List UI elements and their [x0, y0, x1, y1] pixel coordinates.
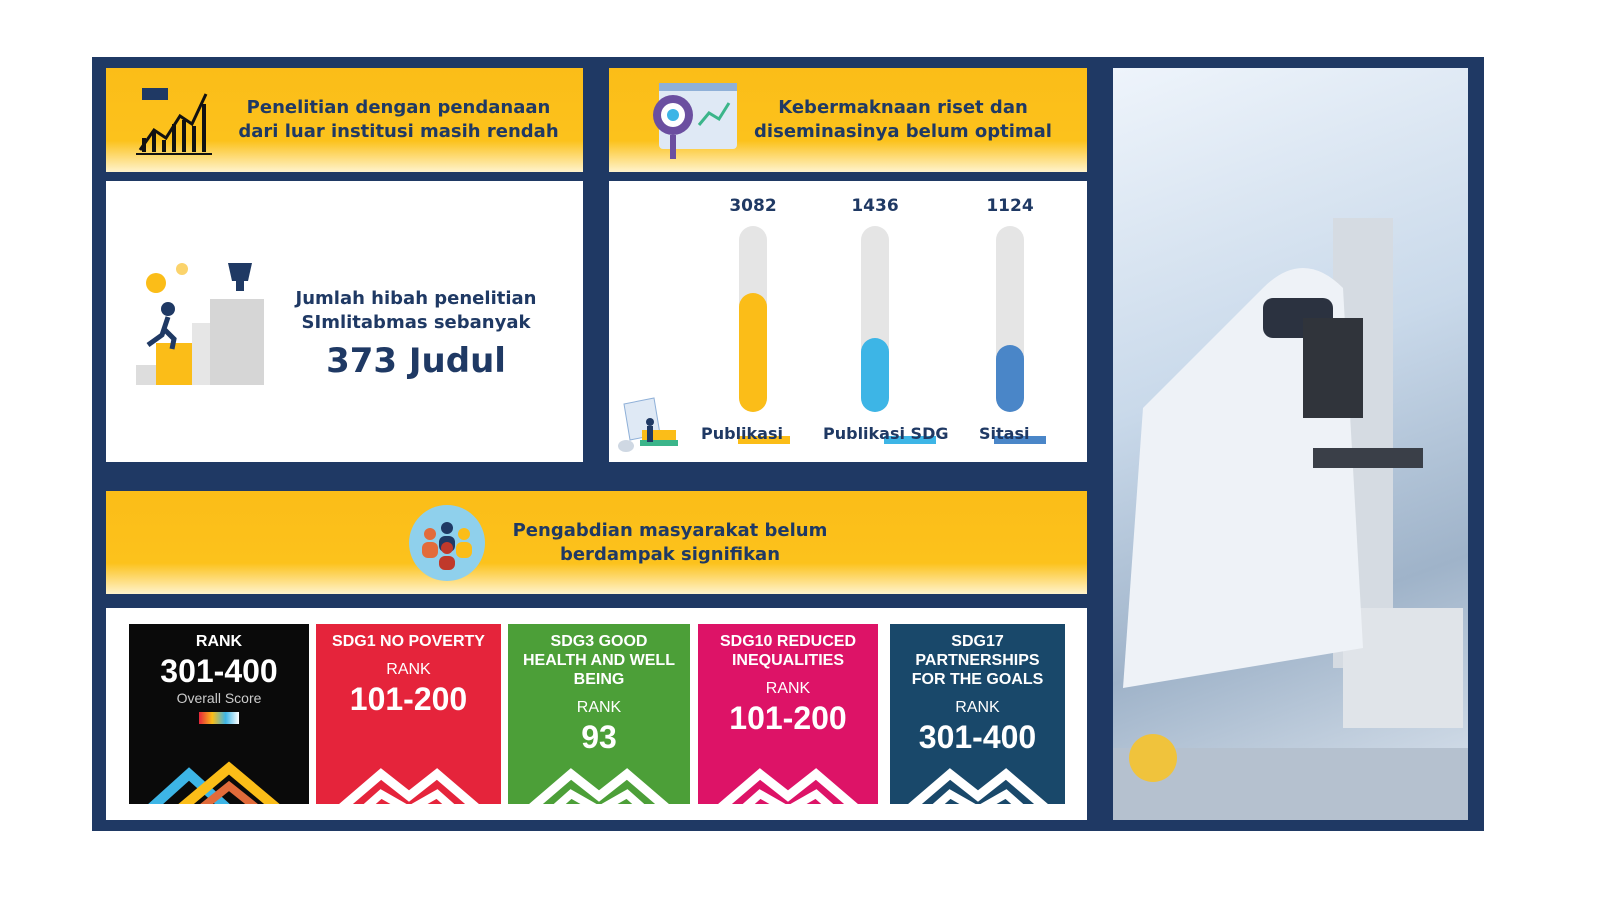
community-people-icon [409, 504, 485, 581]
card-rank-label: RANK [576, 699, 622, 716]
grants-value: 373 Judul [326, 341, 506, 381]
card-title: SDG3 GOOD HEALTH AND WELL BEING [523, 633, 675, 688]
card-rank-value: 101-200 [729, 700, 847, 736]
card-title: RANK [195, 633, 243, 650]
growth-chart-icon [136, 88, 212, 155]
card-rank-value: 301-400 [160, 653, 278, 689]
category-underline [884, 436, 936, 444]
community-header: Pengabdian masyarakat belum berdampak si… [106, 491, 1087, 594]
bar-fill [739, 292, 767, 412]
ranking-card: SDG10 REDUCED INEQUALITIES RANK 101-200 [698, 624, 878, 804]
category-label: Publikasi SDG [823, 424, 949, 443]
bar-track [861, 226, 889, 412]
community-header-text: Pengabdian masyarakat belum berdampak si… [512, 519, 828, 565]
magnifier-analytics-icon [653, 83, 737, 159]
dissemination-header: Kebermaknaan riset dan diseminasinya bel… [609, 68, 1087, 172]
card-rank-value: 101-200 [349, 681, 468, 717]
bar-track [996, 226, 1024, 412]
lab-researcher-photo [1113, 68, 1468, 820]
category-underline [994, 436, 1046, 444]
laptop-study-icon [618, 397, 678, 452]
category-label: Publikasi [701, 424, 783, 443]
category-underline [738, 436, 790, 444]
funding-header-text: Penelitian dengan pendanaan dari luar in… [238, 97, 559, 142]
bar-fill [996, 345, 1024, 412]
bar-value-label: 1124 [986, 196, 1034, 216]
the-logo [199, 712, 239, 724]
card-rank-label: RANK [955, 699, 1000, 716]
bar-value-label: 3082 [729, 196, 777, 216]
card-rank-value: 301-400 [918, 719, 1037, 755]
bar-fill [861, 337, 889, 412]
card-rank-label: RANK [386, 661, 431, 678]
category-label: Sitasi [979, 424, 1030, 443]
card-rank-label: RANK [765, 680, 811, 697]
podium-achievement-icon [136, 263, 264, 385]
ranking-card: RANK 301-400 Overall Score [129, 624, 309, 804]
dissemination-header-text: Kebermaknaan riset dan diseminasinya bel… [754, 97, 1052, 142]
ranking-card: SDG3 GOOD HEALTH AND WELL BEING RANK 93 [508, 624, 690, 804]
card-title: SDG10 REDUCED INEQUALITIES [719, 633, 857, 669]
card-title: SDG1 NO POVERTY [332, 633, 485, 650]
grants-panel: Jumlah hibah penelitian SImlitabmas seba… [106, 181, 583, 462]
card-title: SDG17 PARTNERSHIPS FOR THE GOALS [911, 633, 1044, 688]
bar-value-label: 1436 [851, 196, 899, 216]
card-rank-value: 93 [581, 719, 617, 755]
ranking-card: SDG17 PARTNERSHIPS FOR THE GOALS RANK 30… [890, 624, 1065, 804]
card-subtitle: Overall Score [176, 690, 262, 706]
bar-track [739, 226, 767, 412]
ranking-card: SDG1 NO POVERTY RANK 101-200 [316, 624, 501, 804]
grants-text: Jumlah hibah penelitian SImlitabmas seba… [295, 288, 537, 333]
funding-header: Penelitian dengan pendanaan dari luar in… [106, 68, 583, 172]
